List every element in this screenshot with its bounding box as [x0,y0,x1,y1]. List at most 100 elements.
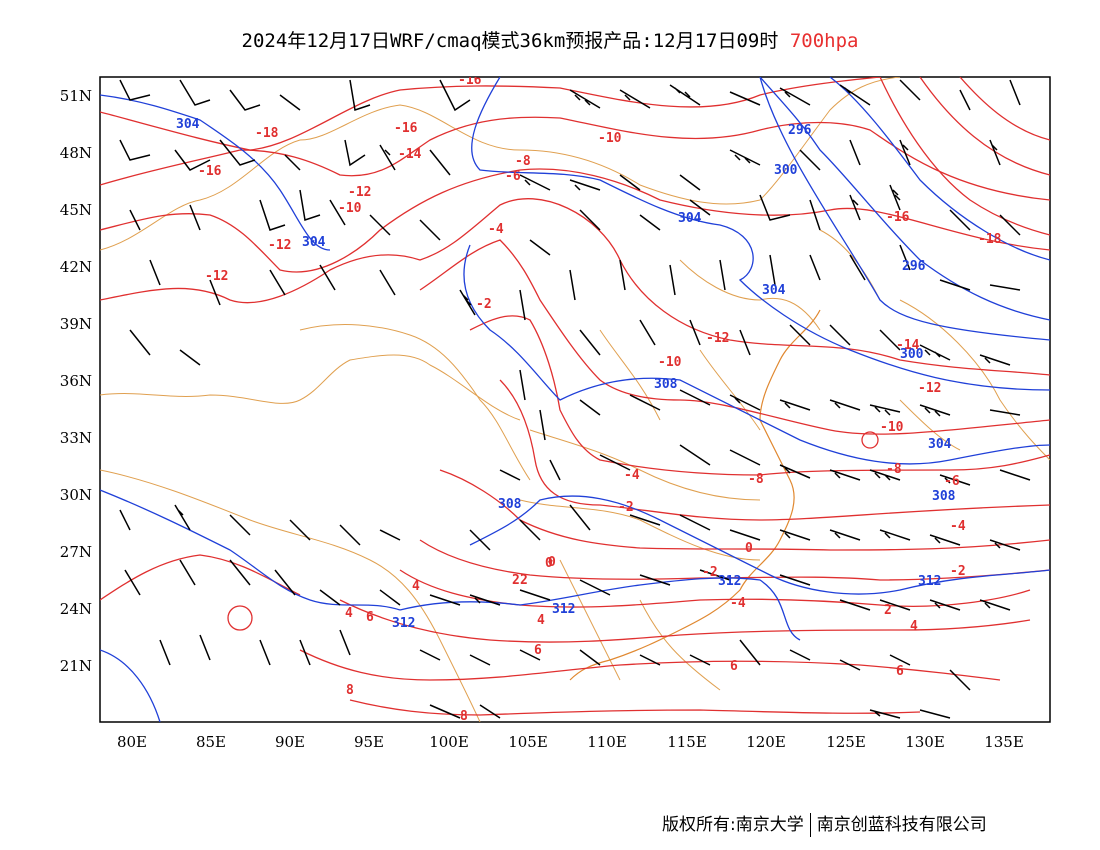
lat-tick-label: 24N [60,600,92,618]
temp-label: -2 [618,500,634,515]
temp-label: 2 [884,603,892,618]
temp-label: -2 [950,564,966,579]
lon-tick-label: 105E [508,733,548,751]
lat-tick-label: 42N [60,258,92,276]
temp-label: -4 [730,596,746,611]
lat-tick-label: 51N [60,87,92,105]
temp-label: 8 [460,709,468,724]
lon-tick-label: 100E [429,733,469,751]
lon-tick-label: 130E [905,733,945,751]
height-label: 312 [718,574,741,589]
height-label: 304 [762,283,786,298]
temp-label: -4 [488,222,504,237]
longitude-axis: 80E 85E 90E 95E 100E 105E 110E 115E 120E… [117,733,1024,751]
latitude-axis: 51N 48N 45N 42N 39N 36N 33N 30N 27N 24N … [60,87,92,675]
height-label: 304 [928,437,952,452]
temp-label: -14 [398,147,422,162]
pressure-level-label: 700hpa [789,30,859,52]
lon-tick-label: 110E [587,733,627,751]
lon-tick-label: 85E [196,733,226,751]
height-label: 296 [788,123,812,138]
copyright-separator [809,813,811,837]
lat-tick-label: 27N [60,543,92,561]
lon-tick-label: 115E [667,733,707,751]
title-main: 2024年12月17日WRF/cmaq模式36km预报产品:12月17日09时 [241,30,779,52]
lat-tick-label: 45N [60,201,92,219]
temp-label: -16 [198,164,222,179]
height-label: 296 [902,259,926,274]
height-label: 300 [774,163,798,178]
temp-label: 6 [534,643,542,658]
temp-label: 4 [412,579,420,594]
temp-label: -8 [748,472,764,487]
copyright-right: 南京创蓝科技有限公司 [816,815,987,835]
temp-label: 2 [520,573,528,588]
height-label: 312 [918,574,941,589]
temp-label: -4 [624,468,640,483]
temp-label: -2 [476,297,492,312]
wind-barbs [119,79,1031,719]
map-title: 2024年12月17日WRF/cmaq模式36km预报产品:12月17日09时 … [0,26,1100,53]
lat-tick-label: 36N [60,372,92,390]
lon-tick-label: 80E [117,733,147,751]
temp-label: 4 [910,619,918,634]
temperature-labels: -16 -18 -16 -14 -16 -12 -10 -12 -12 -10 … [198,73,1002,724]
height-label: 312 [552,602,575,617]
lat-tick-label: 33N [60,429,92,447]
temp-label: -8 [515,154,531,169]
temp-label: 0 [548,555,556,570]
copyright-left: 版权所有:南京大学 [662,815,804,835]
height-label: 308 [498,497,522,512]
lat-tick-label: 30N [60,486,92,504]
temp-label: -6 [505,169,521,184]
temp-label: -4 [950,519,966,534]
lon-tick-label: 90E [275,733,305,751]
temp-label: -10 [880,420,904,435]
temp-label: -10 [658,355,682,370]
temp-label: -12 [205,269,228,284]
temp-label: 0 [545,556,553,571]
border-lines [100,77,1050,722]
temp-label: -12 [348,185,371,200]
lat-tick-label: 21N [60,657,92,675]
temp-label: 0 [745,541,753,556]
height-labels: 304 296 300 304 296 304 304 300 308 308 … [176,117,956,631]
lat-tick-label: 48N [60,144,92,162]
copyright: 版权所有:南京大学 南京创蓝科技有限公司 [662,810,987,837]
temp-label: -10 [338,201,362,216]
lon-tick-label: 135E [984,733,1024,751]
temp-label: 8 [346,683,354,698]
temp-label: 2 [512,573,520,588]
height-label: 308 [654,377,678,392]
temp-label: -12 [706,331,729,346]
temp-label: -6 [944,474,960,489]
temp-label: 6 [896,664,904,679]
lat-tick-label: 39N [60,315,92,333]
temp-label: -16 [458,73,482,88]
temp-label: -8 [886,462,902,477]
temp-label: 6 [730,659,738,674]
temp-label: -18 [978,232,1002,247]
lon-tick-label: 125E [826,733,866,751]
height-label: 300 [900,347,924,362]
height-label: 312 [392,616,415,631]
coastline [569,309,821,681]
temp-label: -16 [886,210,910,225]
temp-label: 4 [345,606,353,621]
height-label: 304 [678,211,702,226]
height-label: 308 [932,489,956,504]
height-label: 304 [176,117,200,132]
temp-label: -10 [598,131,622,146]
temp-label: -18 [255,126,279,141]
temp-label: -16 [394,121,418,136]
temp-label: 6 [366,610,374,625]
lon-tick-label: 95E [354,733,384,751]
temp-label: 4 [537,613,545,628]
height-contours [100,77,1050,722]
temp-label: -12 [268,238,291,253]
lon-tick-label: 120E [746,733,786,751]
plot-frame [99,76,1051,723]
temp-label: -2 [702,565,718,580]
height-label: 304 [302,235,326,250]
